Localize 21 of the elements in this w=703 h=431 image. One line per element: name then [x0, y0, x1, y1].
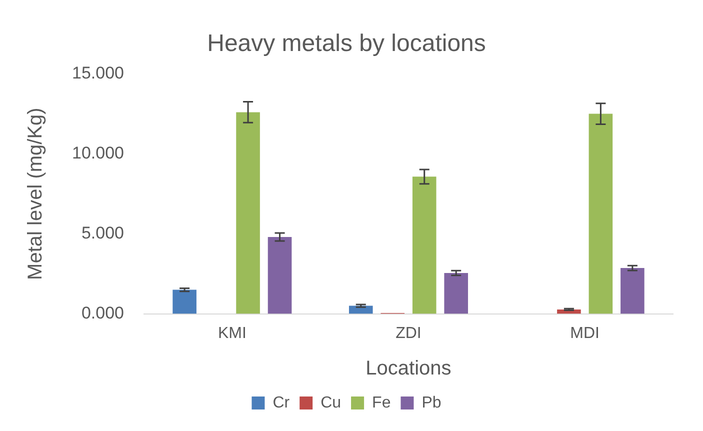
y-tick-label: 15.000 — [72, 63, 124, 82]
bar — [172, 290, 196, 314]
bar — [588, 114, 613, 314]
bar — [620, 268, 644, 314]
y-tick-label: 10.000 — [72, 143, 124, 162]
x-axis-title: Locations — [366, 358, 452, 380]
y-axis-title: Metal level (mg/Kg) — [24, 108, 47, 280]
x-tick-label: KMI — [218, 324, 246, 342]
legend-label: Pb — [422, 394, 442, 412]
bar — [444, 273, 468, 314]
x-tick-label: MDI — [570, 324, 600, 342]
bar — [268, 237, 292, 314]
bar — [412, 176, 436, 314]
x-tick-label: ZDI — [396, 324, 422, 342]
chart-title: Heavy metals by locations — [207, 30, 486, 58]
legend-label: Fe — [372, 394, 391, 412]
bar — [236, 112, 260, 314]
y-tick-label: 0.000 — [81, 303, 124, 322]
legend-label: Cu — [320, 394, 342, 412]
y-tick-label: 5.000 — [81, 223, 124, 242]
legend-label: Cr — [272, 394, 290, 412]
